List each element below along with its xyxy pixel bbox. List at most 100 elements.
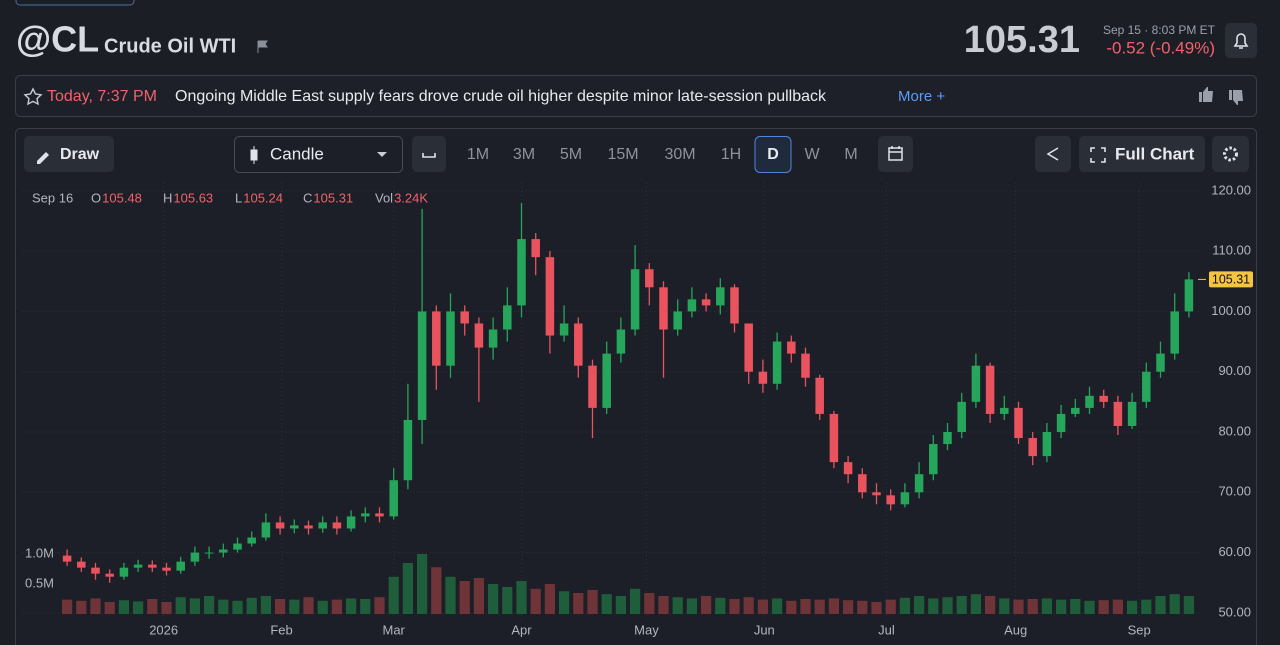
candle-body [290,525,299,529]
candle-icon [250,146,258,164]
volume-bar [175,597,186,614]
interval-button[interactable]: 30M [664,146,695,163]
x-tick-label: 2026 [149,622,178,637]
calendar-button[interactable] [878,136,913,172]
candle-body [488,329,498,348]
interval-selected[interactable] [754,136,792,173]
volume-bar [956,596,967,614]
interval-button[interactable]: 1H [721,146,741,163]
volume-bar [573,593,584,614]
candle-body [503,305,512,330]
flag-icon[interactable] [257,40,268,53]
instrument-name: Crude Oil WTI [104,35,236,57]
readout-value: 105.31 [313,190,353,205]
volume-bar [331,599,343,614]
volume-bar [558,591,570,614]
readout-label: O [91,190,101,205]
candle-body [815,377,824,414]
readout-label: L [235,190,242,205]
y-tick-label: 60.00 [1218,544,1251,559]
interval-button[interactable]: 15M [607,146,638,163]
volume-bar [516,581,527,614]
candle-body [1000,407,1009,414]
volume-bar [473,578,485,614]
interval-group: 1M 3M 5M 15M 30M 1H D W M [467,136,858,173]
volume-bar [970,594,982,614]
candle-body [645,269,654,288]
volume-bar [76,600,87,614]
range-button[interactable] [412,136,446,172]
pen-icon [37,152,49,164]
interval-button[interactable]: D [767,146,779,163]
readout-value: 105.63 [173,190,213,205]
volume-bar [1084,600,1095,614]
volume-bar [1041,598,1053,614]
full-chart-button[interactable] [1079,136,1205,172]
tab-button[interactable] [15,0,135,6]
news-time: Today, 7:37 PM [47,88,157,105]
thumbs-down[interactable] [1229,90,1243,105]
interval-button[interactable]: 1M [467,146,489,163]
volume-bar [1141,599,1152,614]
candle-body [801,353,810,378]
share-button[interactable] [1035,136,1071,172]
candle-body [332,522,342,529]
volume-bar [416,554,428,614]
volume-bar [345,598,357,614]
candle-body [531,239,540,258]
volume-bar [658,596,669,614]
last-price-label: 105.31 [1212,273,1250,287]
candle-body [233,543,242,550]
volume-tick-label: 0.5M [25,575,54,590]
candle-body [588,365,597,408]
volume-bar [984,596,996,614]
volume-bar [317,600,328,614]
readout-label: H [163,190,172,205]
candle-body [943,431,952,445]
more-link[interactable]: More + [898,88,945,105]
candle-body [829,413,839,463]
candle-body [659,287,668,330]
volume-bar [672,597,683,614]
interval-button[interactable]: M [844,146,857,163]
news-headline: Ongoing Middle East supply fears drove c… [175,88,827,105]
volume-bar [303,597,314,614]
volume-bar [1183,596,1195,614]
interval-button[interactable]: 5M [560,146,582,163]
thumbs-up[interactable] [1199,87,1213,102]
candle-body [77,561,86,568]
x-tick-label: Jun [754,622,775,637]
candle-body [417,311,427,420]
interval-button[interactable]: W [804,146,820,163]
interval-button[interactable]: 3M [513,146,535,163]
y-tick-label: 120.00 [1211,182,1251,197]
candle-body [389,480,398,517]
volume-bar [715,597,726,614]
calendar-icon [888,146,903,161]
candle-body [730,287,739,324]
candle-body [687,299,697,312]
chart-type-select[interactable] [234,136,403,173]
volume-bar [374,597,385,614]
volume-bar [928,598,939,614]
volume-bar [942,597,953,614]
volume-bar [1169,594,1180,614]
settings-button[interactable] [1212,136,1249,172]
volume-bar [871,602,882,614]
volume-bar [842,600,854,614]
chart-panel [15,128,1257,645]
expand-icon [1090,147,1106,163]
symbol: @CL [16,19,99,60]
news-bar[interactable] [15,75,1257,117]
candle-body [1014,407,1023,439]
volume-bar [1155,596,1166,614]
volume-bar [757,599,769,614]
candle-body [971,365,981,402]
candle-body [1156,353,1165,372]
candle-body [900,492,910,505]
candle-body [602,353,611,408]
x-tick-label: Sep [1128,622,1151,637]
candle-body [886,495,895,505]
alert-button[interactable] [1225,23,1257,58]
draw-button[interactable] [24,136,114,172]
